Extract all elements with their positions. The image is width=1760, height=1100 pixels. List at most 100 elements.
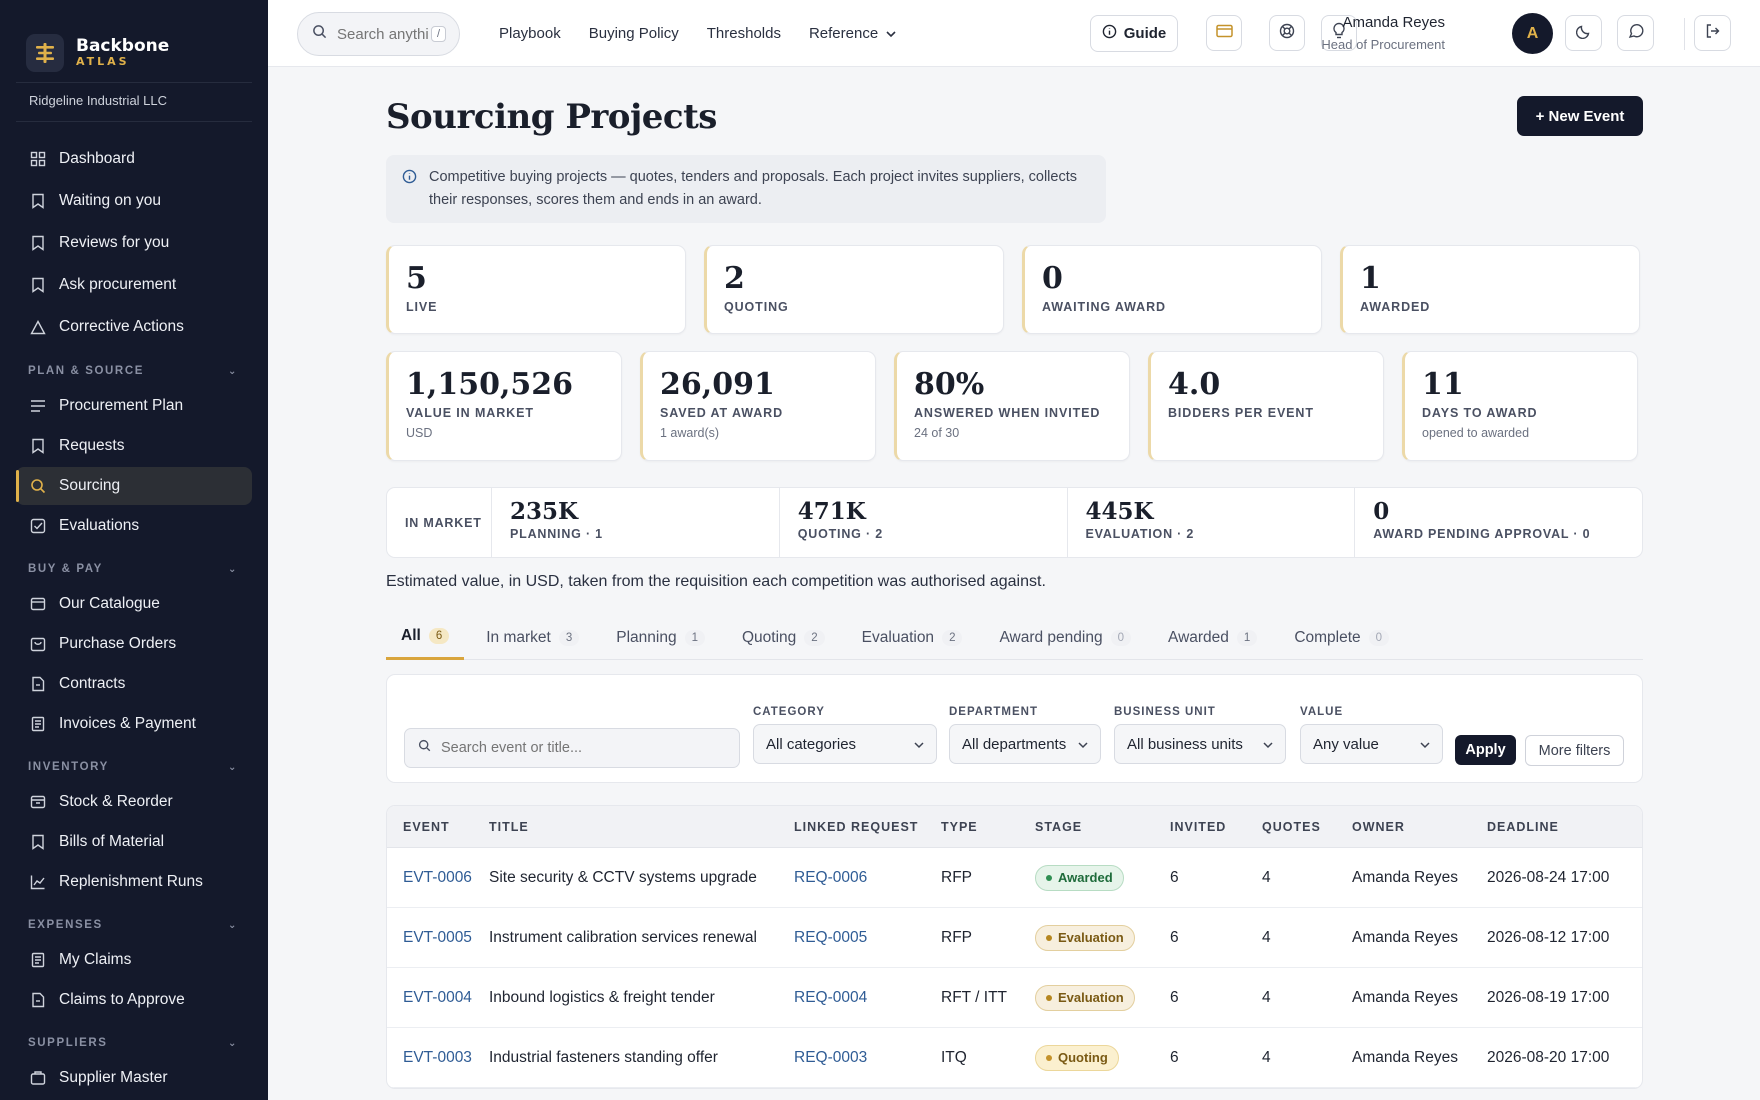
event-link[interactable]: EVT-0005	[403, 928, 472, 946]
event-search[interactable]	[404, 728, 740, 768]
sidebar-item-my-claims[interactable]: My Claims	[16, 941, 252, 979]
theme-toggle-button[interactable]	[1565, 15, 1602, 51]
column-header[interactable]: OWNER	[1352, 819, 1405, 834]
sidebar-item-replenishment-runs[interactable]: Replenishment Runs	[16, 863, 252, 901]
tab-count: 1	[1236, 629, 1258, 646]
column-header[interactable]: QUOTES	[1262, 819, 1321, 834]
sidebar-item-procurement-plan[interactable]: Procurement Plan	[16, 387, 252, 425]
column-header[interactable]: TITLE	[489, 819, 529, 834]
column-header[interactable]: STAGE	[1035, 819, 1083, 834]
sidebar-item-contracts[interactable]: Contracts	[16, 665, 252, 703]
feedback-button[interactable]	[1617, 15, 1654, 51]
sidebar-item-dashboard[interactable]: Dashboard	[16, 139, 252, 179]
document-icon	[29, 991, 47, 1009]
tab-awarded[interactable]: Awarded 1	[1153, 615, 1272, 660]
value-select[interactable]: Any value	[1300, 724, 1443, 764]
ideas-button[interactable]	[1321, 15, 1357, 51]
tab-complete[interactable]: Complete 0	[1279, 615, 1404, 660]
table-row[interactable]: EVT-0003 Industrial fasteners standing o…	[387, 1028, 1642, 1088]
sidebar-item-bills-of-material[interactable]: Bills of Material	[16, 823, 252, 861]
tab-award-pending[interactable]: Award pending 0	[984, 615, 1146, 660]
request-link[interactable]: REQ-0006	[794, 868, 868, 886]
column-header[interactable]: DEADLINE	[1487, 819, 1559, 834]
tab-quoting[interactable]: Quoting 2	[727, 615, 840, 660]
more-filters-button[interactable]: More filters	[1525, 735, 1624, 766]
tab-evaluation[interactable]: Evaluation 2	[847, 615, 978, 660]
quotes-count: 4	[1262, 988, 1271, 1006]
topnav-playbook[interactable]: Playbook	[499, 25, 561, 42]
stat-card-value-in-market: 1,150,526 VALUE IN MARKET USD	[386, 351, 622, 461]
department-value: All departments	[962, 735, 1067, 753]
topnav-reference[interactable]: Reference	[809, 25, 924, 42]
event-link[interactable]: EVT-0006	[403, 868, 472, 886]
request-link[interactable]: REQ-0005	[794, 928, 868, 946]
global-search[interactable]: /	[297, 12, 460, 56]
global-search-input[interactable]	[337, 25, 429, 43]
new-event-button[interactable]: + New Event	[1517, 96, 1643, 136]
sidebar-item-invoices-payment[interactable]: Invoices & Payment	[16, 705, 252, 743]
chevron-down-icon	[1078, 736, 1088, 753]
sidebar-item-corrective-actions[interactable]: Corrective Actions	[16, 307, 252, 347]
status-badge-label: Quoting	[1058, 1050, 1108, 1065]
business-unit-label: BUSINESS UNIT	[1114, 706, 1216, 718]
section-suppliers[interactable]: SUPPLIERS ⌄	[0, 1019, 268, 1057]
sidebar-item-ask-procurement[interactable]: Ask procurement	[16, 265, 252, 305]
table-row[interactable]: EVT-0006 Site security & CCTV systems up…	[387, 848, 1642, 908]
tab-label: Planning	[616, 628, 677, 646]
column-header[interactable]: TYPE	[941, 819, 978, 834]
section-expenses[interactable]: EXPENSES ⌄	[0, 901, 268, 939]
sidebar-item-requests[interactable]: Requests	[16, 427, 252, 465]
tab-in-market[interactable]: In market 3	[471, 615, 594, 660]
apply-button[interactable]: Apply	[1455, 735, 1516, 765]
stat-card-awaiting-award[interactable]: 0 AWAITING AWARD	[1022, 245, 1322, 334]
section-buy-pay[interactable]: BUY & PAY ⌄	[0, 545, 268, 583]
top-nav: Playbook Buying Policy Thresholds Refere…	[499, 0, 952, 67]
topnav-buying-policy[interactable]: Buying Policy	[588, 25, 679, 42]
event-link[interactable]: EVT-0004	[403, 988, 472, 1006]
brand[interactable]: Backbone ATLAS	[0, 0, 268, 82]
table-row[interactable]: EVT-0004 Inbound logistics & freight ten…	[387, 968, 1642, 1028]
column-header[interactable]: LINKED REQUEST	[794, 819, 919, 834]
table-row[interactable]: EVT-0005 Instrument calibration services…	[387, 908, 1642, 968]
section-title: PLAN & SOURCE	[28, 365, 145, 377]
tab-planning[interactable]: Planning 1	[601, 615, 720, 660]
owner-name: Amanda Reyes	[1352, 988, 1458, 1006]
request-link[interactable]: REQ-0004	[794, 988, 868, 1006]
tab-all[interactable]: All 6	[386, 615, 465, 660]
organization-name[interactable]: Ridgeline Industrial LLC	[16, 82, 252, 122]
event-link[interactable]: EVT-0003	[403, 1048, 472, 1066]
sidebar-item-label: Contracts	[59, 675, 126, 692]
sidebar-item-supplier-master[interactable]: Supplier Master	[16, 1059, 252, 1097]
sidebar-item-evaluations[interactable]: Evaluations	[16, 507, 252, 545]
sidebar-item-sourcing[interactable]: Sourcing	[16, 467, 252, 505]
avatar[interactable]: A	[1512, 13, 1553, 54]
stat-card-awarded[interactable]: 1 AWARDED	[1340, 245, 1640, 334]
request-link[interactable]: REQ-0003	[794, 1048, 868, 1066]
category-select[interactable]: All categories	[753, 724, 937, 764]
section-inventory[interactable]: INVENTORY ⌄	[0, 743, 268, 781]
sign-out-button[interactable]	[1694, 15, 1731, 51]
events-table: EVENT TITLE LINKED REQUEST TYPE STAGE IN…	[386, 805, 1643, 1089]
wallet-button[interactable]	[1206, 15, 1242, 51]
sidebar-item-our-catalogue[interactable]: Our Catalogue	[16, 585, 252, 623]
support-button[interactable]	[1269, 15, 1305, 51]
stat-sublabel: USD	[406, 426, 433, 440]
column-header[interactable]: INVITED	[1170, 819, 1227, 834]
sidebar-item-reviews-for-you[interactable]: Reviews for you	[16, 223, 252, 263]
sidebar-item-purchase-orders[interactable]: Purchase Orders	[16, 625, 252, 663]
column-header[interactable]: EVENT	[403, 819, 450, 834]
info-icon	[1102, 24, 1117, 43]
stat-card-live[interactable]: 5 LIVE	[386, 245, 686, 334]
stat-card-quoting[interactable]: 2 QUOTING	[704, 245, 1004, 334]
sidebar-item-claims-to-approve[interactable]: Claims to Approve	[16, 981, 252, 1019]
business-unit-select[interactable]: All business units	[1114, 724, 1286, 764]
sidebar-item-waiting-on-you[interactable]: Waiting on you	[16, 181, 252, 221]
section-plan-source[interactable]: PLAN & SOURCE ⌄	[0, 347, 268, 385]
topnav-thresholds[interactable]: Thresholds	[706, 25, 781, 42]
event-search-input[interactable]	[441, 740, 731, 756]
stat-card-bidders-per-event: 4.0 BIDDERS PER EVENT	[1148, 351, 1384, 461]
guide-button[interactable]: Guide	[1090, 15, 1178, 52]
department-select[interactable]: All departments	[949, 724, 1101, 764]
user-role: Head of Procurement	[1321, 37, 1445, 52]
sidebar-item-stock-reorder[interactable]: Stock & Reorder	[16, 783, 252, 821]
